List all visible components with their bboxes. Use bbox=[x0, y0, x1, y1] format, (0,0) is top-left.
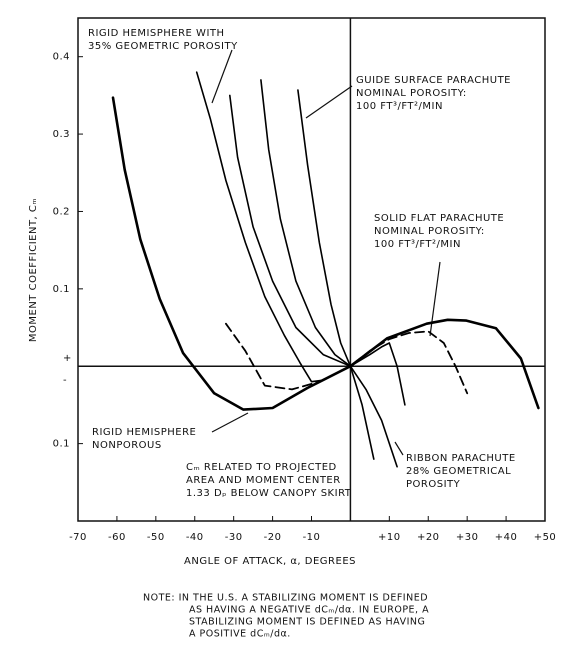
leader bbox=[211, 412, 249, 433]
series-line bbox=[111, 96, 540, 411]
x-tick-label: -10 bbox=[303, 532, 321, 543]
series-line bbox=[225, 322, 469, 395]
annotation: 100 FT³/FT²/MIN bbox=[374, 239, 461, 250]
annotation: NOMINAL POROSITY: bbox=[374, 226, 485, 237]
annotation: Cₘ RELATED TO PROJECTED bbox=[186, 462, 337, 473]
annotation: NONPOROUS bbox=[92, 440, 162, 451]
series-line bbox=[260, 79, 398, 468]
annotation: - bbox=[63, 375, 67, 386]
y-tick-label: 0.1 bbox=[53, 284, 70, 295]
series-line bbox=[195, 71, 352, 383]
annotation: 1.33 Dₚ BELOW CANOPY SKIRT bbox=[186, 488, 352, 499]
y-axis-label: MOMENT COEFFICIENT, Cₘ bbox=[28, 198, 39, 342]
note: AS HAVING A NEGATIVE dCₘ/dα. IN EUROPE, … bbox=[189, 605, 429, 616]
x-tick-label: -70 bbox=[69, 532, 87, 543]
annotation: RIBBON PARACHUTE bbox=[406, 453, 516, 464]
leader bbox=[211, 49, 233, 104]
leader bbox=[429, 261, 441, 337]
annotation: NOMINAL POROSITY: bbox=[356, 88, 467, 99]
y-tick-label: 0.1 bbox=[53, 439, 70, 450]
x-tick-label: +40 bbox=[495, 532, 518, 543]
x-tick-label: -20 bbox=[264, 532, 282, 543]
annotation: AREA AND MOMENT CENTER bbox=[186, 475, 341, 486]
x-tick-label: -40 bbox=[186, 532, 204, 543]
note: A POSITIVE dCₘ/dα. bbox=[189, 629, 291, 640]
x-tick-label: -50 bbox=[147, 532, 165, 543]
x-tick-label: +20 bbox=[417, 532, 440, 543]
annotation: RIGID HEMISPHERE WITH bbox=[88, 28, 225, 39]
annotation: GUIDE SURFACE PARACHUTE bbox=[356, 75, 511, 86]
leader bbox=[394, 441, 404, 456]
leader bbox=[305, 85, 353, 119]
y-tick-label: 0.4 bbox=[53, 52, 70, 63]
x-tick-label: -60 bbox=[108, 532, 126, 543]
series-line bbox=[297, 89, 375, 460]
x-tick-label: +50 bbox=[534, 532, 557, 543]
annotation: 28% GEOMETRICAL bbox=[406, 466, 511, 477]
annotation: 100 FT³/FT²/MIN bbox=[356, 101, 443, 112]
annotation: POROSITY bbox=[406, 479, 461, 490]
x-tick-label: +30 bbox=[456, 532, 479, 543]
annotation: SOLID FLAT PARACHUTE bbox=[374, 213, 504, 224]
series-line bbox=[229, 94, 406, 406]
x-tick-label: +10 bbox=[378, 532, 401, 543]
note: STABILIZING MOMENT IS DEFINED AS HAVING bbox=[189, 617, 425, 628]
note: NOTE: IN THE U.S. A STABILIZING MOMENT I… bbox=[143, 593, 428, 604]
y-tick-label: 0.3 bbox=[53, 129, 70, 140]
annotation: RIGID HEMISPHERE bbox=[92, 427, 196, 438]
y-tick-label: 0.2 bbox=[53, 206, 70, 217]
annotation: + bbox=[63, 353, 72, 364]
x-axis-label: ANGLE OF ATTACK, α, DEGREES bbox=[184, 556, 356, 567]
annotation: 35% GEOMETRIC POROSITY bbox=[88, 41, 238, 52]
x-tick-label: -30 bbox=[225, 532, 243, 543]
